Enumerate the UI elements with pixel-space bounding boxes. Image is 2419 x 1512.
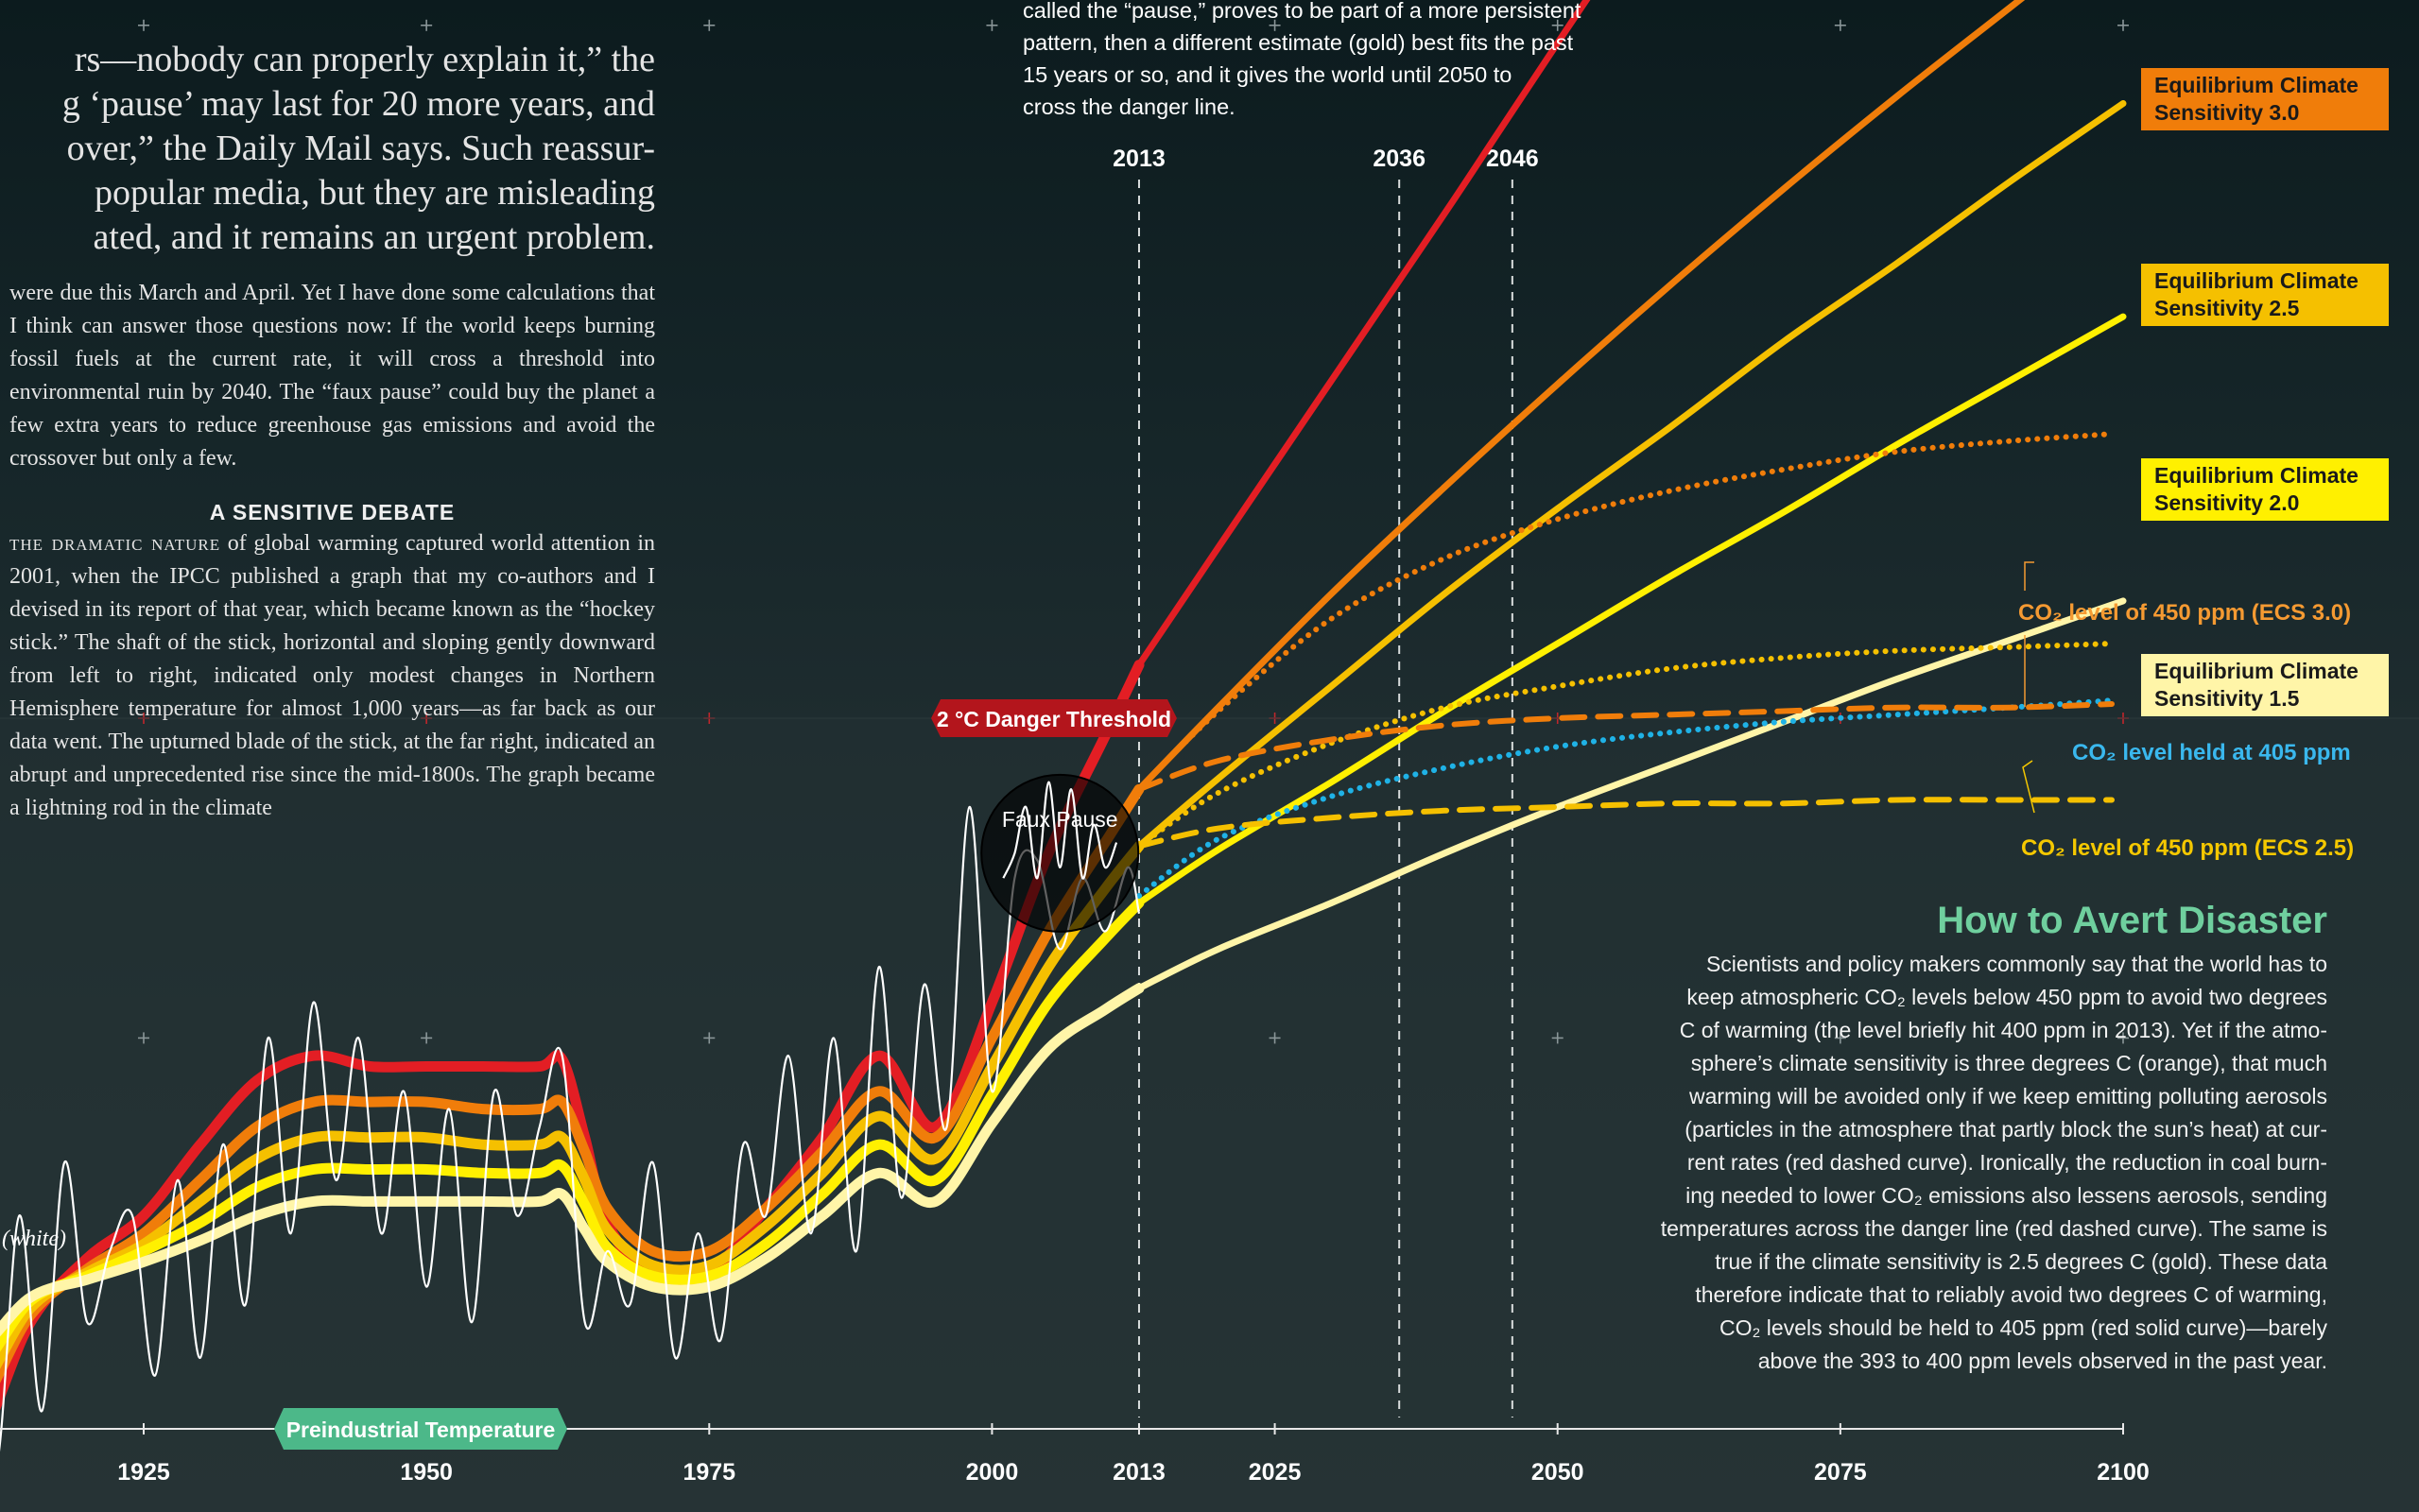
historical-series-red — [0, 660, 1145, 1411]
avert-line: C of warming (the level briefly hit 400 … — [1679, 1018, 2327, 1042]
preindustrial-label: Preindustrial Temperature — [274, 1408, 567, 1450]
grid-cross — [1269, 19, 1281, 31]
grid-cross — [138, 1032, 149, 1044]
svg-text:Sensitivity 3.0: Sensitivity 3.0 — [2154, 100, 2299, 125]
chart-labels: Preindustrial Temperature 2 °C Danger Thr… — [2, 68, 2389, 1450]
observed-partial-label: (white) — [2, 1227, 66, 1251]
article-column: rs—nobody can properly explain it,” the … — [0, 38, 655, 850]
scenario-ecs25-450-dotted — [1136, 641, 2115, 850]
avert-line: Scientists and policy makers commonly sa… — [1705, 952, 2327, 976]
scenario-ecs3-450-dashed — [1136, 701, 2115, 793]
faux-pause-label: Faux Pause — [1002, 807, 1118, 832]
svg-text:Sensitivity 2.0: Sensitivity 2.0 — [2154, 490, 2299, 515]
marker-year-label: 2013 — [1113, 146, 1166, 172]
x-tick-label: 2025 — [1249, 1459, 1302, 1486]
x-tick-label: 2100 — [2097, 1459, 2150, 1486]
scenario-annotation: CO₂ level of 450 ppm (ECS 3.0) — [2018, 600, 2351, 626]
lead-line: ated, and it remains an urgent problem. — [93, 217, 655, 257]
chart-intro-text: called the “pause,” proves to be part of… — [1023, 0, 1628, 123]
svg-text:Preindustrial Temperature: Preindustrial Temperature — [286, 1418, 556, 1442]
avert-line: above the 393 to 400 ppm levels observed… — [1757, 1349, 2327, 1373]
ecs-label-box: Equilibrium Climate Sensitivity 1.5 — [2141, 654, 2389, 716]
svg-text:2 °C Danger Threshold: 2 °C Danger Threshold — [937, 707, 1171, 731]
faux-pause-wiggle — [1002, 781, 1118, 880]
article-lead: rs—nobody can properly explain it,” the … — [0, 38, 655, 260]
x-tick-label: 1950 — [400, 1459, 453, 1486]
projection-series-ecs25 — [1135, 100, 2127, 850]
projection-series-ecs2 — [1135, 313, 2127, 906]
grid-cross — [421, 1032, 433, 1044]
ecs-label-box: Equilibrium Climate Sensitivity 3.0 — [2141, 68, 2389, 130]
avert-line: ing needed to lower CO₂ emissions also l… — [1685, 1183, 2327, 1208]
grid-cross — [2117, 1032, 2129, 1044]
danger-threshold-label: 2 °C Danger Threshold — [931, 699, 1177, 737]
lower-region-band — [0, 718, 2419, 1512]
lead-line: rs—nobody can properly explain it,” the — [74, 40, 655, 79]
paragraph-lead-in: the dramatic nature — [9, 531, 221, 556]
avert-line: keep atmospheric CO₂ levels below 450 pp… — [1686, 985, 2327, 1009]
intro-line: 15 years or so, and it gives the world u… — [1023, 62, 1512, 87]
observed-temperature-line — [0, 805, 1141, 1452]
grid-cross — [138, 19, 149, 31]
svg-text:Equilibrium Climate: Equilibrium Climate — [2154, 268, 2359, 293]
marker-year-label: 2046 — [1486, 146, 1539, 172]
avert-line: CO₂ levels should be held to 405 ppm (re… — [1719, 1315, 2327, 1340]
grid-cross — [703, 19, 716, 31]
svg-text:Sensitivity 2.5: Sensitivity 2.5 — [2154, 296, 2300, 320]
grid-cross — [1834, 19, 1846, 31]
avert-line: warming will be avoided only if we keep … — [1688, 1084, 2327, 1108]
x-tick-label: 1925 — [117, 1459, 170, 1486]
x-tick-label: 2050 — [1531, 1459, 1584, 1486]
avert-title: How to Avert Disaster — [1937, 900, 2327, 941]
grid-cross — [703, 1032, 716, 1044]
series-layer: Faux Pause — [0, 0, 2127, 1452]
scenario-annotation: CO₂ level of 450 ppm (ECS 2.5) — [2021, 835, 2354, 861]
article-paragraph: were due this March and April. Yet I hav… — [9, 281, 655, 471]
lead-line: over,” the Daily Mail says. Such reassur… — [66, 129, 655, 168]
grid-cross — [1551, 1032, 1564, 1044]
paragraph-text: of global warming captured world attenti… — [9, 531, 655, 820]
grid-cross — [1269, 1032, 1281, 1044]
avert-line: temperatures across the danger line (red… — [1660, 1216, 2327, 1241]
section-heading: A SENSITIVE DEBATE — [209, 500, 456, 524]
avert-disaster-box: How to Avert Disaster Scientists and pol… — [1607, 900, 2327, 1378]
lead-line: popular media, but they are misleading — [94, 173, 655, 213]
avert-line: therefore indicate that to reliably avoi… — [1695, 1282, 2327, 1307]
svg-text:Sensitivity 1.5: Sensitivity 1.5 — [2154, 686, 2300, 711]
svg-text:Equilibrium Climate: Equilibrium Climate — [2154, 73, 2359, 97]
intro-line: pattern, then a different estimate (gold… — [1023, 30, 1574, 55]
annotation-leaders — [2022, 561, 2035, 814]
marker-year-label: 2036 — [1373, 146, 1425, 172]
svg-text:Equilibrium Climate: Equilibrium Climate — [2154, 659, 2359, 683]
historical-series-ecs15 — [0, 983, 1145, 1337]
intro-line: called the “pause,” proves to be part of… — [1023, 0, 1581, 23]
scenario-ecs3-450-dotted — [1136, 431, 2115, 793]
x-tick-label: 1975 — [683, 1459, 735, 1486]
scenario-annotation: CO₂ level held at 405 ppm — [2072, 740, 2351, 765]
x-tick-label: 2013 — [1113, 1459, 1166, 1486]
avert-line: (particles in the atmosphere that partly… — [1685, 1117, 2327, 1142]
grid-cross — [2117, 19, 2129, 31]
article-paragraph: the dramatic nature of global warming ca… — [9, 527, 655, 825]
grid-cross — [986, 19, 998, 31]
scenario-ecs25-450-dashed — [1136, 797, 2115, 850]
ecs-label-box: Equilibrium Climate Sensitivity 2.5 — [2141, 264, 2389, 326]
svg-text:Equilibrium Climate: Equilibrium Climate — [2154, 463, 2359, 488]
projection-series-ecs15 — [1135, 597, 2127, 992]
avert-line: rent rates (red dashed curve). Ironicall… — [1686, 1150, 2327, 1175]
lead-line: g ‘pause’ may last for 20 more years, an… — [61, 84, 655, 124]
faux-pause-circle — [980, 773, 1140, 933]
intro-line: cross the danger line. — [1023, 94, 1235, 119]
grid-cross — [1551, 19, 1564, 31]
avert-line: sphere’s climate sensitivity is three de… — [1690, 1051, 2327, 1075]
grid-cross — [421, 19, 433, 31]
x-tick-label: 2075 — [1814, 1459, 1867, 1486]
grid-cross — [1834, 1032, 1846, 1044]
x-tick-label: 2000 — [966, 1459, 1019, 1486]
projection-series-ecs3 — [1135, 0, 2026, 793]
projection-series-red — [1135, 0, 1591, 669]
avert-line: true if the climate sensitivity is 2.5 d… — [1715, 1249, 2327, 1274]
